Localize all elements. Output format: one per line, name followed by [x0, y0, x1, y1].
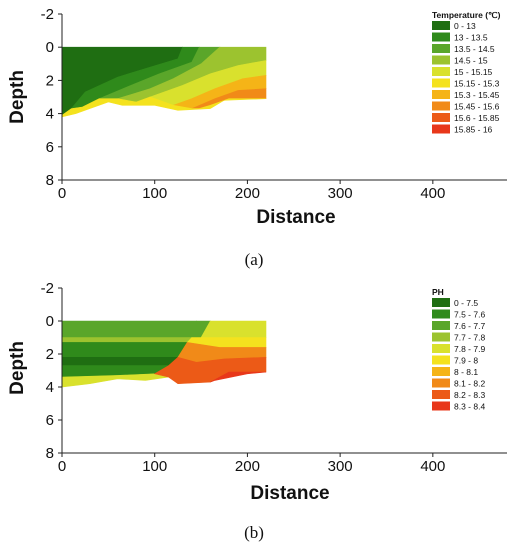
legend-label-b-4: 7.8 - 7.9 [454, 344, 485, 354]
y-tick-label-b-2: 2 [46, 346, 54, 363]
legend-label-a-6: 15.3 - 15.45 [454, 90, 500, 100]
y-tick-label-a-1: 0 [46, 39, 54, 56]
y-tick-label-a-2: 2 [46, 72, 54, 89]
y-tick-label-a-3: 4 [46, 106, 54, 123]
legend-label-b-6: 8 - 8.1 [454, 367, 478, 377]
x-tick-label-b-0: 0 [58, 458, 66, 475]
legend-label-a-7: 15.45 - 15.6 [454, 102, 500, 112]
heat-region-b-11 [210, 371, 267, 383]
heatmap-b [61, 320, 267, 388]
panel-label-b: (b) [244, 523, 264, 542]
legend-swatch-b-0 [432, 298, 450, 307]
legend-swatch-b-7 [432, 378, 450, 388]
legend-label-b-1: 7.5 - 7.6 [454, 310, 485, 320]
y-axis-label-b: Depth [7, 341, 28, 395]
panel-a: 0 100 200 300 400 -2 0 2 4 6 8 Distance Depth Temp… [7, 6, 507, 269]
ticks-a: 0 100 200 300 400 -2 0 2 4 6 8 [41, 6, 446, 202]
legend-label-a-1: 13 - 13.5 [454, 33, 488, 43]
x-tick-label-b-4: 400 [420, 458, 445, 475]
legend-swatch-a-0 [432, 21, 450, 30]
y-tick-label-b-0: -2 [41, 280, 54, 297]
legend-label-a-5: 15.15 - 15.3 [454, 79, 500, 89]
y-tick-label-b-4: 6 [46, 412, 54, 429]
y-tick-label-b-1: 0 [46, 313, 54, 330]
legend-swatch-b-1 [432, 309, 450, 319]
legend-swatch-b-8 [432, 390, 450, 399]
x-tick-label-b-1: 100 [142, 458, 167, 475]
heat-region-b-5 [61, 373, 169, 388]
heatmap-a [61, 46, 267, 118]
legend-swatch-a-3 [432, 55, 450, 65]
legend-label-b-2: 7.6 - 7.7 [454, 321, 485, 331]
legend-swatch-a-5 [432, 78, 450, 88]
x-tick-label-a-1: 100 [142, 185, 167, 202]
y-tick-label-b-3: 4 [46, 379, 54, 396]
legend-label-b-9: 8.3 - 8.4 [454, 402, 485, 412]
legend-swatch-a-7 [432, 101, 450, 111]
y-tick-label-a-0: -2 [41, 6, 54, 23]
legend-label-a-9: 15.85 - 16 [454, 125, 493, 135]
ticks-b: 0 100 200 300 400 -2 0 2 4 6 8 [41, 280, 446, 475]
legend-swatch-b-6 [432, 367, 450, 376]
legend-title-a: Temperature (℃) [432, 10, 501, 20]
x-tick-label-a-0: 0 [58, 185, 66, 202]
y-tick-label-b-5: 8 [46, 445, 54, 462]
x-tick-label-a-2: 200 [235, 185, 260, 202]
legend-title-b: PH [432, 287, 444, 297]
y-axis-label-a: Depth [7, 70, 28, 124]
legend-swatch-a-8 [432, 113, 450, 122]
legend-swatch-a-6 [432, 90, 450, 99]
heat-region-b-1 [61, 337, 193, 343]
legend-swatch-b-2 [432, 321, 450, 330]
x-tick-label-a-4: 400 [420, 185, 445, 202]
legend-swatch-a-4 [432, 67, 450, 76]
legend-swatch-b-5 [432, 355, 450, 365]
legend-b: PH 0 - 7.5 7.5 - 7.67.6 - 7.7 7.7 - 7.87.8… [432, 287, 485, 412]
heat-region-b-0 [61, 320, 197, 338]
legend-label-b-5: 7.9 - 8 [454, 356, 478, 366]
legend-swatch-b-9 [432, 401, 450, 411]
legend-label-b-0: 0 - 7.5 [454, 298, 478, 308]
panel-label-a: (a) [245, 250, 264, 269]
legend-label-b-3: 7.7 - 7.8 [454, 333, 485, 343]
legend-label-b-8: 8.2 - 8.3 [454, 390, 485, 400]
legend-swatch-b-4 [432, 344, 450, 353]
legend-label-a-3: 14.5 - 15 [454, 56, 488, 66]
legend-swatch-a-9 [432, 124, 450, 134]
legend-swatch-a-1 [432, 32, 450, 42]
heat-region-a-7 [61, 96, 267, 118]
legend-label-a-2: 13.5 - 14.5 [454, 44, 495, 54]
legend-swatch-a-2 [432, 44, 450, 53]
legend-label-a-8: 15.6 - 15.85 [454, 113, 500, 123]
panel-b: 0 100 200 300 400 -2 0 2 4 6 8 Distance Depth PH 0… [7, 280, 507, 542]
legend-label-a-4: 15 - 15.15 [454, 67, 493, 77]
heat-region-b-2 [61, 342, 188, 358]
x-axis-label-b: Distance [250, 483, 329, 504]
x-axis-label-a: Distance [256, 207, 335, 228]
y-tick-label-a-4: 6 [46, 139, 54, 156]
x-tick-label-b-2: 200 [235, 458, 260, 475]
legend-a: Temperature (℃) 0 - 13 13 - 13.513.5 - 14… [432, 10, 501, 135]
legend-label-b-7: 8.1 - 8.2 [454, 379, 485, 389]
heat-region-b-7 [200, 320, 267, 338]
legend-swatch-b-3 [432, 332, 450, 342]
x-tick-label-a-3: 300 [328, 185, 353, 202]
heat-region-b-3 [61, 356, 179, 366]
y-tick-label-a-5: 8 [46, 172, 54, 189]
x-tick-label-b-3: 300 [328, 458, 353, 475]
legend-label-a-0: 0 - 13 [454, 21, 476, 31]
